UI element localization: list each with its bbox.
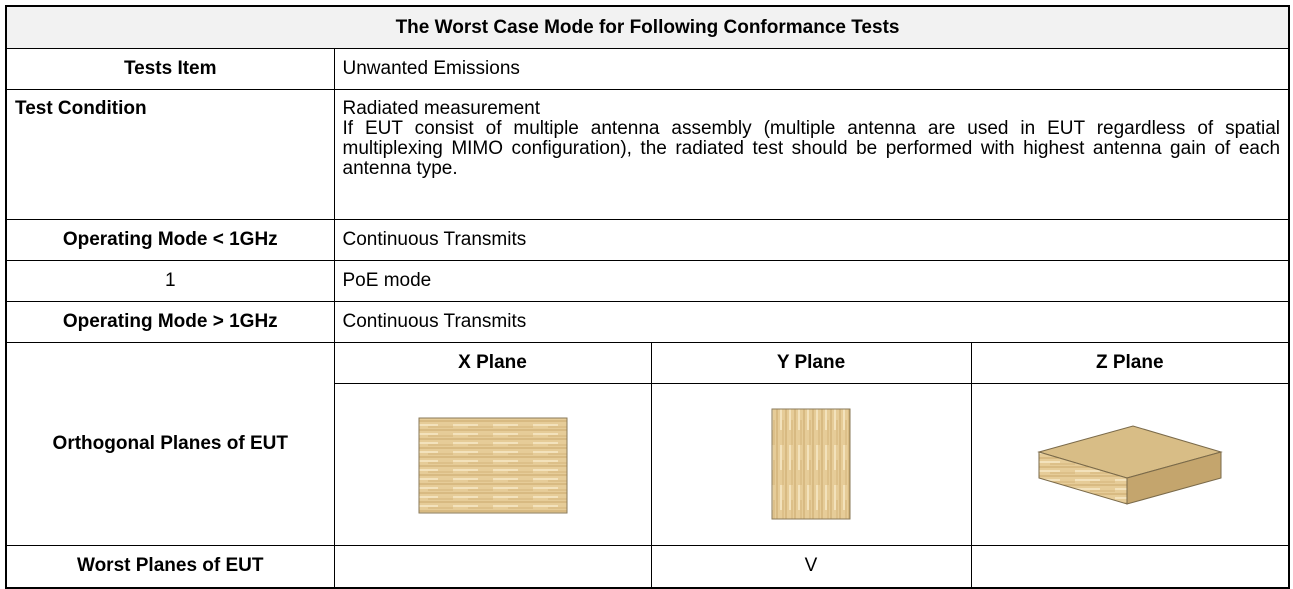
worst-label: Worst Planes of EUT (6, 546, 334, 588)
worst-row: Worst Planes of EUT V (6, 546, 1289, 588)
plane-header-row: Orthogonal Planes of EUT X Plane Y Plane… (6, 343, 1289, 384)
row-value: Continuous Transmits (334, 220, 1289, 261)
plane-image-cell (651, 384, 971, 546)
row-label: Operating Mode < 1GHz (6, 220, 334, 261)
row-value: Radiated measurement (343, 99, 1281, 119)
worst-value: V (651, 546, 971, 588)
plane-header: X Plane (334, 343, 651, 384)
row-label: Test Condition (6, 90, 334, 220)
plane-image-cell (334, 384, 651, 546)
y-plane-image (766, 405, 856, 525)
row: 1 PoE mode (6, 261, 1289, 302)
row-note: If EUT consist of multiple antenna assem… (343, 119, 1281, 179)
worst-value (334, 546, 651, 588)
row: Tests Item Unwanted Emissions (6, 49, 1289, 90)
row: Operating Mode > 1GHz Continuous Transmi… (6, 302, 1289, 343)
row-label: Operating Mode > 1GHz (6, 302, 334, 343)
row-value-cell: Radiated measurement If EUT consist of m… (334, 90, 1289, 220)
row-value: PoE mode (334, 261, 1289, 302)
row: Test Condition Radiated measurement If E… (6, 90, 1289, 220)
page: {"title": "The Worst Case Mode for Follo… (0, 0, 1293, 588)
planes-label: Orthogonal Planes of EUT (6, 343, 334, 546)
x-plane-image (413, 410, 573, 520)
worst-value (971, 546, 1289, 588)
row-value: Unwanted Emissions (334, 49, 1289, 90)
row-label: 1 (6, 261, 334, 302)
row-value: Continuous Transmits (334, 302, 1289, 343)
title-row: The Worst Case Mode for Following Confor… (6, 6, 1289, 49)
plane-image-cell (971, 384, 1289, 546)
row: Operating Mode < 1GHz Continuous Transmi… (6, 220, 1289, 261)
conformance-table: The Worst Case Mode for Following Confor… (5, 5, 1290, 589)
plane-header: Y Plane (651, 343, 971, 384)
z-plane-image (1035, 420, 1225, 510)
plane-header: Z Plane (971, 343, 1289, 384)
table-title: The Worst Case Mode for Following Confor… (6, 6, 1289, 49)
row-label: Tests Item (6, 49, 334, 90)
